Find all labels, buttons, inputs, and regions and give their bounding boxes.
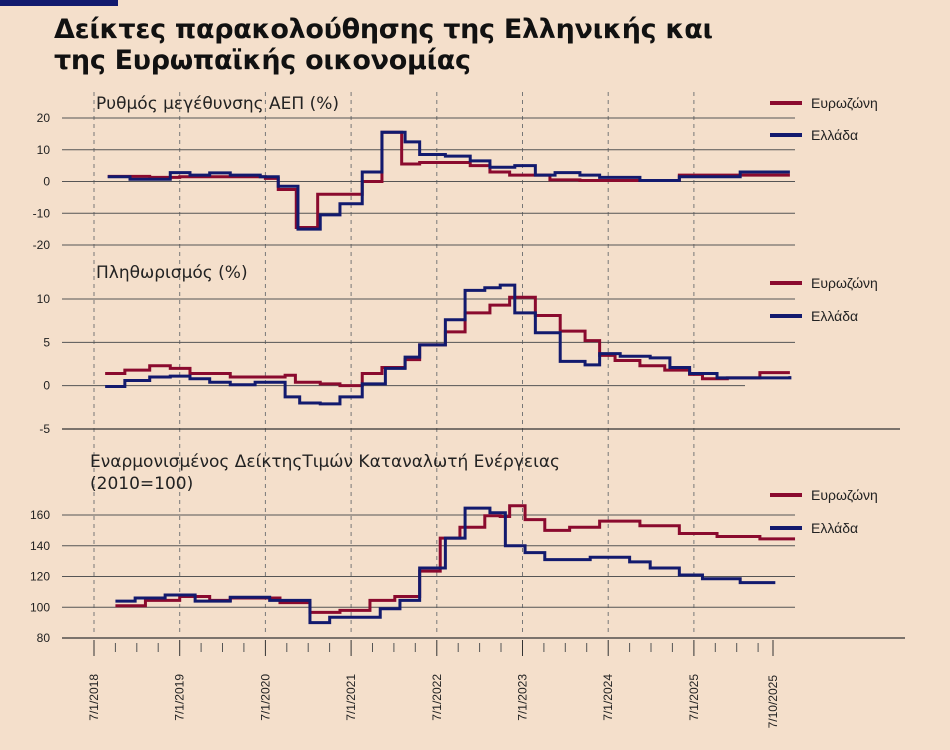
legend-label: Ελλάδα (811, 520, 858, 536)
y-tick-label: 120 (30, 570, 50, 584)
series-line-eurozone (105, 295, 790, 388)
y-tick-label: 0 (43, 175, 50, 189)
x-tick-label: 7/1/2023 (516, 674, 530, 721)
chart-title: Ρυθμός μεγέθυνσης ΑΕΠ (%) (96, 94, 339, 114)
y-tick-label: 100 (30, 600, 50, 614)
y-tick-label: 10 (37, 292, 51, 306)
y-tick-label: 5 (43, 335, 50, 349)
series-line-greece (107, 130, 790, 231)
y-tick-label: -20 (33, 238, 51, 252)
y-tick-label: 0 (43, 379, 50, 393)
y-tick-label: 80 (37, 631, 51, 645)
legend-label: Ελλάδα (811, 308, 858, 324)
title-line-2: της Ευρωπαϊκής οικονομίας (54, 45, 471, 76)
series-line-greece (115, 506, 776, 625)
x-tick-label: 7/1/2019 (173, 674, 187, 721)
x-tick-label: 7/1/2025 (687, 674, 701, 721)
legend-label: Ευρωζώνη (811, 95, 878, 111)
y-tick-label: -10 (33, 206, 51, 220)
accent-bar (0, 0, 118, 6)
x-tick-label: 7/1/2022 (430, 674, 444, 721)
y-tick-label: 160 (30, 508, 50, 522)
chart-subtitle: (2010=100) (90, 474, 193, 494)
legend-label: Ευρωζώνη (811, 487, 878, 503)
chart-title: Πληθωρισμός (%) (96, 263, 248, 283)
y-tick-label: -5 (39, 422, 50, 436)
title-line-1: Δείκτες παρακολούθησης της Ελληνικής και (54, 14, 713, 45)
legend-label: Ευρωζώνη (811, 275, 878, 291)
page-title: Δείκτες παρακολούθησης της Ελληνικής και… (54, 14, 713, 76)
x-tick-label: 7/1/2018 (87, 674, 101, 721)
y-tick-label: 10 (37, 143, 51, 157)
y-tick-label: 140 (30, 539, 50, 553)
x-tick-label: 7/1/2024 (601, 674, 615, 721)
series-line-greece (105, 283, 792, 406)
x-tick-label: 7/10/2025 (766, 675, 780, 729)
y-tick-label: 20 (37, 111, 51, 125)
chart-title: Εναρμονισμένος ΔείκτηςΤιμών Καταναλωτή Ε… (90, 452, 560, 472)
legend-label: Ελλάδα (811, 127, 858, 143)
x-tick-label: 7/1/2021 (344, 674, 358, 721)
series-line-eurozone (115, 504, 796, 614)
x-tick-label: 7/1/2020 (258, 674, 272, 721)
